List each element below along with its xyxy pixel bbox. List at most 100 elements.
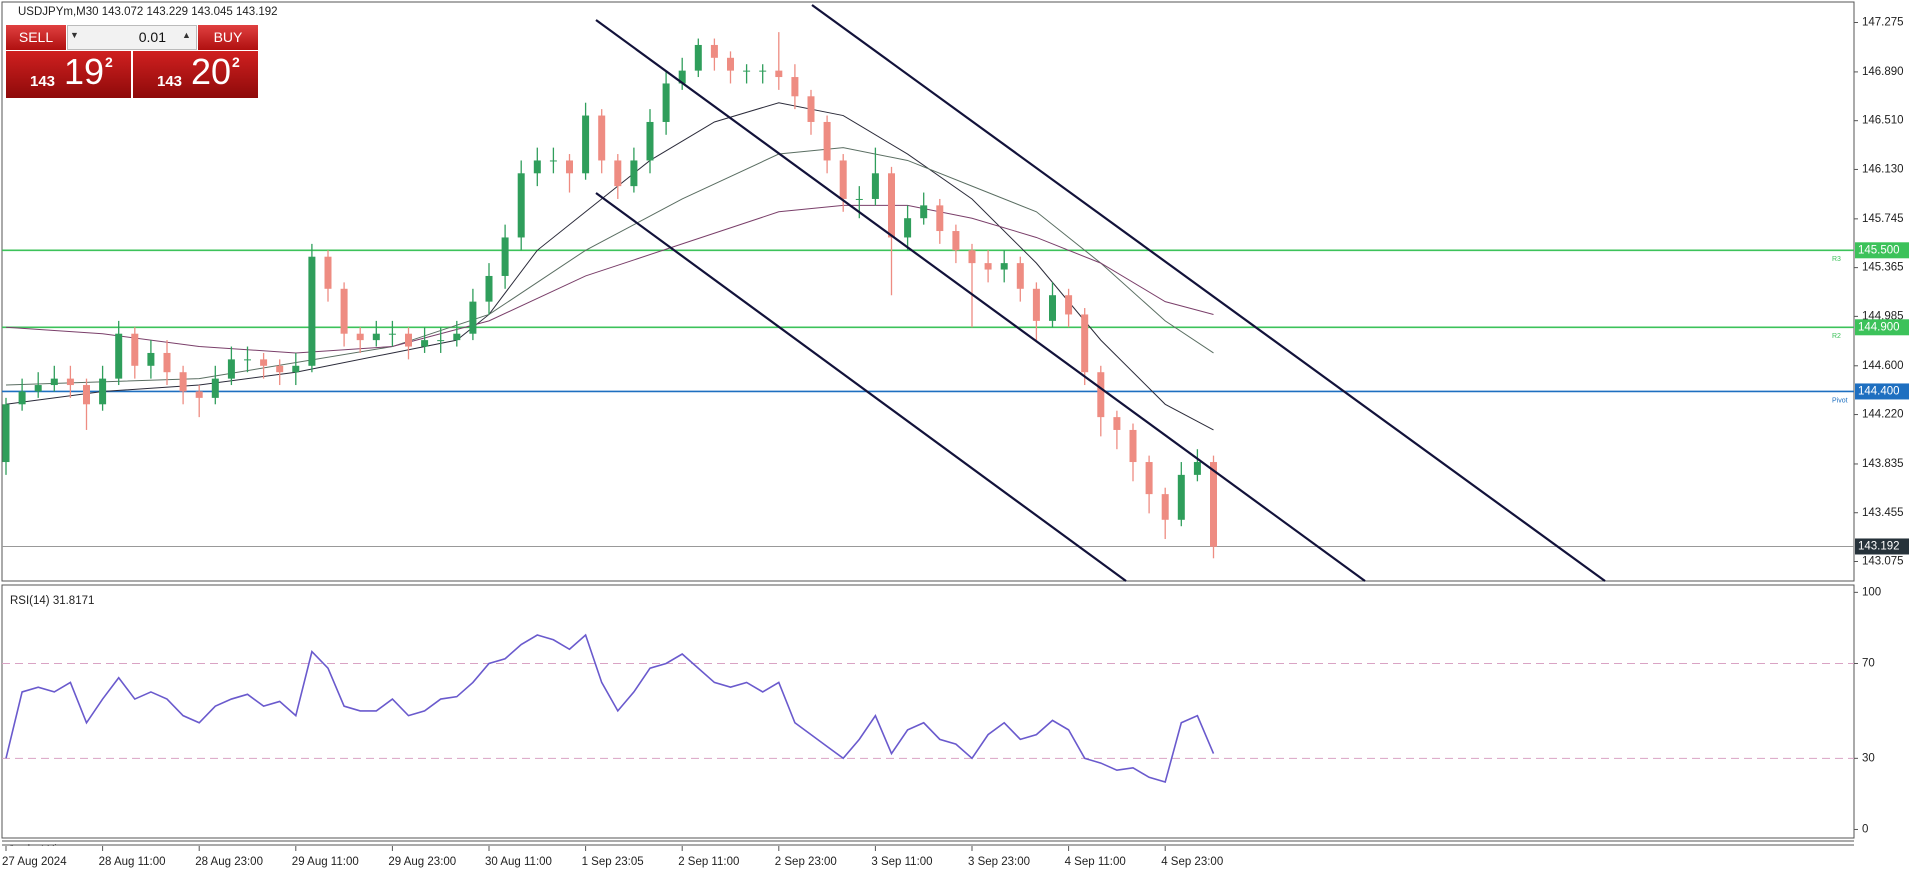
- level-name: R2: [1832, 333, 1841, 340]
- lot-up[interactable]: ▲: [182, 30, 191, 40]
- x-tick-label: 28 Aug 23:00: [195, 856, 263, 868]
- candle-body: [823, 121, 831, 161]
- candle-body: [630, 160, 638, 187]
- candle-body: [791, 77, 799, 97]
- buy-button[interactable]: BUY: [198, 25, 258, 50]
- y-tick-label: 143.075: [1862, 556, 1904, 568]
- candle-body: [2, 404, 10, 463]
- candle-body: [871, 173, 879, 199]
- level-name: R3: [1832, 256, 1841, 263]
- candle-body: [1032, 288, 1040, 321]
- y-tick-label: 145.365: [1862, 262, 1904, 274]
- candle-body: [485, 275, 493, 302]
- level-label: 144.400: [1858, 385, 1900, 397]
- price-main: 20: [191, 51, 232, 92]
- y-tick-label: 30: [1862, 752, 1875, 764]
- candle-body: [646, 121, 654, 161]
- y-tick-label: 146.510: [1862, 115, 1904, 127]
- candle-body: [936, 205, 944, 232]
- candle-body: [83, 385, 90, 405]
- candle-body: [372, 333, 380, 341]
- level-label: 145.500: [1858, 244, 1900, 256]
- candle-body: [195, 391, 203, 398]
- moving-average: [5, 147, 1214, 386]
- lot-input[interactable]: 0.01: [67, 25, 197, 50]
- price-main: 19: [64, 51, 105, 92]
- sell-button[interactable]: SELL: [6, 25, 66, 50]
- y-tick-label: 145.745: [1862, 213, 1904, 225]
- candle-body: [179, 372, 187, 392]
- rsi-panel: [1, 584, 1855, 839]
- trade-panel: SELL 0.01 ▼ ▲ BUY 143 19 2 143 20 2: [6, 25, 258, 98]
- candle-body: [888, 173, 895, 238]
- candle-body: [1000, 263, 1008, 270]
- candle-body: [1097, 372, 1105, 418]
- candle-body: [1065, 295, 1073, 315]
- x-tick-label: 1 Sep 23:05: [582, 856, 644, 868]
- candle-body: [968, 250, 976, 264]
- candle-body: [115, 333, 123, 379]
- y-tick-label: 0: [1862, 823, 1868, 835]
- candle-body: [678, 70, 686, 84]
- candle-body: [743, 70, 751, 72]
- current-price-tag: [1855, 538, 1909, 555]
- candle-body: [421, 340, 429, 347]
- candle-body: [147, 352, 155, 366]
- rsi-line: [5, 633, 1215, 784]
- candle-body: [984, 263, 992, 270]
- candle-body: [920, 205, 928, 219]
- trend-lines: [595, 4, 1606, 582]
- candle-body: [227, 359, 235, 379]
- candle-body: [759, 70, 767, 72]
- candle-body: [549, 160, 557, 162]
- candle-body: [598, 115, 606, 161]
- x-tick-label: 29 Aug 23:00: [388, 856, 456, 868]
- trend-line: [595, 192, 1127, 582]
- y-tick-label: 144.220: [1862, 409, 1904, 421]
- candle-body: [34, 385, 42, 392]
- price-sup: 2: [232, 54, 240, 70]
- y-tick-label: 146.130: [1862, 163, 1904, 175]
- y-tick-label: 146.890: [1862, 66, 1904, 78]
- level-name: Pivot: [1832, 397, 1848, 404]
- candle-body: [276, 365, 284, 373]
- candle-body: [99, 378, 107, 405]
- candle-body: [356, 333, 364, 341]
- candle-body: [163, 352, 171, 373]
- price-sup: 2: [105, 54, 113, 70]
- candle-body: [1145, 462, 1153, 495]
- candle-body: [1177, 474, 1185, 520]
- moving-average: [5, 102, 1214, 431]
- level-tag: [1855, 319, 1909, 336]
- x-tick-label: 3 Sep 11:00: [871, 856, 932, 868]
- candle-body: [501, 237, 509, 276]
- lot-down[interactable]: ▼: [70, 30, 79, 40]
- price-big: 143: [157, 73, 183, 90]
- trend-line: [595, 19, 1366, 582]
- rsi-title: RSI(14) 31.8171: [10, 595, 94, 607]
- candle-body: [211, 378, 219, 398]
- candle-body: [324, 256, 332, 289]
- buy-price[interactable]: 143 20 2: [133, 51, 258, 98]
- y-tick-label: 70: [1862, 658, 1875, 670]
- price-panel: [1, 1, 1855, 582]
- x-tick-label: 29 Aug 11:00: [292, 856, 359, 868]
- candle-body: [694, 44, 702, 71]
- y-tick-label: 144.600: [1862, 360, 1904, 372]
- trend-line: [811, 4, 1606, 582]
- candle-body: [1113, 417, 1121, 430]
- sell-price[interactable]: 143 19 2: [6, 51, 131, 98]
- x-tick-label: 30 Aug 11:00: [485, 856, 552, 868]
- candle-body: [1210, 462, 1217, 547]
- candle-body: [855, 198, 863, 200]
- candle-body: [566, 160, 573, 174]
- current-price-label: 143.192: [1858, 541, 1900, 553]
- x-tick-label: 4 Sep 11:00: [1065, 856, 1126, 868]
- price-big: 143: [30, 73, 56, 90]
- candle-body: [839, 160, 847, 199]
- moving-average: [5, 204, 1214, 354]
- x-tick-label: 2 Sep 11:00: [678, 856, 739, 868]
- level-tag: [1855, 383, 1909, 400]
